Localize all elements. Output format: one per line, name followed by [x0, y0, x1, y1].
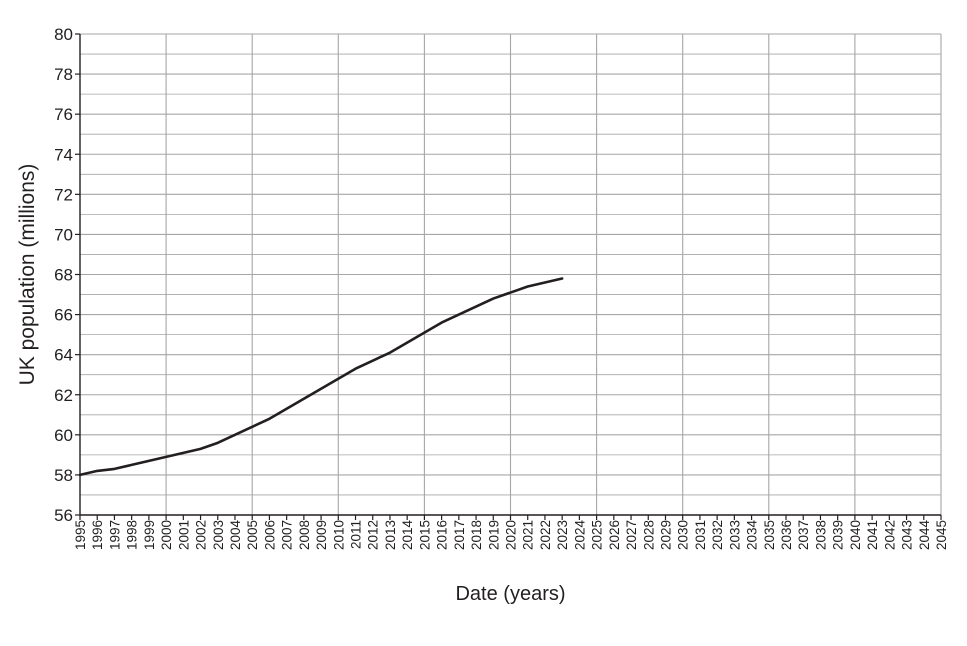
x-tick-label: 2003: [211, 520, 226, 550]
x-tick-label: 2031: [693, 520, 708, 550]
population-series-line: [78, 277, 564, 477]
x-tick-label: 2035: [762, 520, 777, 550]
x-tick-label: 2014: [400, 520, 415, 551]
x-tick-label: 2002: [194, 520, 209, 550]
x-tick-label: 1995: [73, 520, 88, 550]
x-tick-label: 2012: [366, 520, 381, 550]
x-tick-label: 2020: [504, 520, 519, 550]
y-tick-label: 68: [54, 266, 73, 285]
x-tick-label: 2016: [435, 520, 450, 550]
x-tick-label: 2010: [331, 520, 346, 550]
x-tick-label: 2032: [710, 520, 725, 550]
x-tick-label: 2023: [555, 520, 570, 550]
x-tick-label: 2036: [779, 520, 794, 550]
y-axis-title: UK population (millions): [16, 164, 39, 386]
x-tick-label: 2041: [865, 520, 880, 550]
y-tick-label: 60: [54, 426, 73, 445]
x-tick-label: 2015: [417, 520, 432, 550]
x-tick-label: 1998: [125, 520, 140, 550]
x-tick-label: 1996: [90, 520, 105, 550]
x-tick-label: 2034: [745, 520, 760, 551]
x-tick-label: 2011: [349, 520, 364, 549]
y-tick-label: 72: [54, 185, 73, 204]
x-tick-label: 2030: [676, 520, 691, 550]
x-tick-label: 2039: [831, 520, 846, 550]
x-tick-label: 2017: [452, 520, 467, 550]
x-tick-label: 2006: [262, 520, 277, 550]
x-axis-title: Date (years): [455, 583, 565, 605]
y-tick-labels: 56 58 60 62 64 66 68 70 72 74 76 78 80: [54, 25, 73, 525]
x-tick-label: 2009: [314, 520, 329, 550]
x-tick-label: 2028: [641, 520, 656, 550]
x-tick-label: 2013: [383, 520, 398, 550]
y-tick-label: 76: [54, 105, 73, 124]
y-tick-label: 66: [54, 306, 73, 325]
y-tick-label: 56: [54, 506, 73, 525]
x-tick-label: 2038: [813, 520, 828, 550]
x-tick-label: 2037: [796, 520, 811, 550]
y-tick-label: 78: [54, 65, 73, 84]
axes: [75, 33, 942, 520]
x-tick-label: 2007: [280, 520, 295, 550]
x-tick-label: 2018: [469, 520, 484, 550]
x-tick-labels: 1995 1996 1997 1998 1999 2000 2001 2002 2003 2004…: [73, 520, 949, 551]
gridlines: [80, 33, 942, 516]
x-tick-label: 2029: [658, 520, 673, 550]
x-tick-label: 1999: [142, 520, 157, 550]
x-tick-label: 2004: [228, 520, 243, 551]
x-tick-label: 2022: [538, 520, 553, 550]
x-tick-label: 2005: [245, 520, 260, 550]
x-tick-label: 2000: [159, 520, 174, 550]
series-layer: [78, 277, 564, 477]
x-tick-label: 2001: [176, 520, 191, 550]
y-tick-label: 58: [54, 466, 73, 485]
x-tick-label: 1997: [107, 520, 122, 550]
x-tick-label: 2033: [727, 520, 742, 550]
y-tick-label: 62: [54, 386, 73, 405]
x-tick-label: 2044: [917, 520, 932, 551]
y-tick-label: 74: [54, 145, 73, 164]
x-tick-label: 2043: [900, 520, 915, 550]
y-tick-label: 80: [54, 25, 73, 44]
x-tick-label: 2021: [521, 520, 536, 550]
x-tick-label: 2040: [848, 520, 863, 550]
x-tick-label: 2024: [572, 520, 587, 551]
x-tick-label: 2027: [624, 520, 639, 550]
x-tick-label: 2008: [297, 520, 312, 550]
y-tick-label: 70: [54, 225, 73, 244]
x-tick-label: 2045: [934, 520, 949, 550]
x-tick-label: 2026: [607, 520, 622, 550]
x-tick-label: 2042: [882, 520, 897, 550]
x-tick-label: 2025: [590, 520, 605, 550]
y-tick-label: 64: [54, 346, 73, 365]
x-tick-label: 2019: [486, 520, 501, 550]
